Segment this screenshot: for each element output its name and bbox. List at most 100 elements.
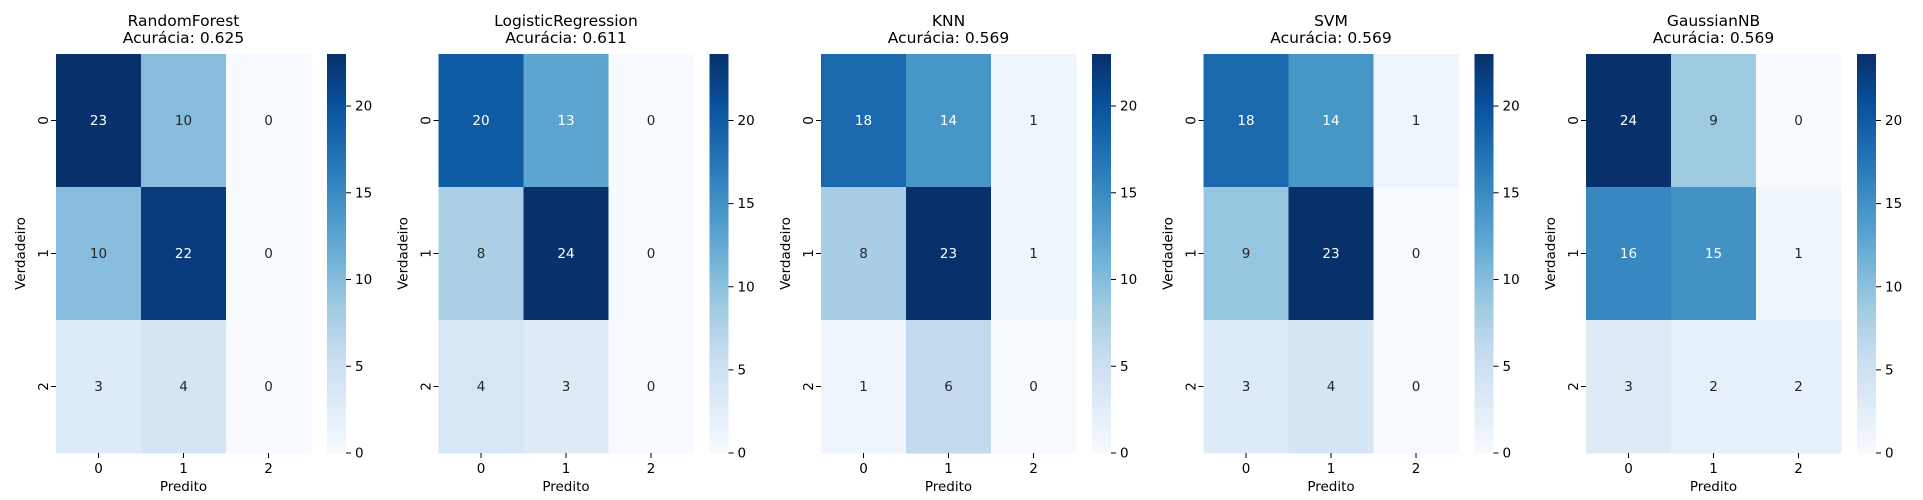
colorbar-segment [1857, 326, 1876, 331]
colorbar-tick-label: 0 [1120, 446, 1129, 462]
heatmap-cell-r2-c2 [1756, 320, 1842, 454]
colorbar-segment [1474, 120, 1494, 125]
colorbar-segment [709, 143, 729, 148]
colorbar-segment [1092, 303, 1111, 308]
colorbar-segment [709, 399, 729, 404]
cell-value-r2-c2: 0 [264, 379, 273, 395]
colorbar-segment [709, 363, 729, 368]
colorbar-segment [327, 120, 346, 125]
colorbar-tick-label: 15 [1503, 185, 1520, 201]
heatmap-cell-r2-c1 [523, 320, 609, 454]
cell-value-r1-c0: 16 [1620, 246, 1637, 262]
heatmap-cell-r1-c2 [226, 187, 312, 321]
colorbar-segment [327, 140, 346, 145]
colorbar-segment [1474, 200, 1494, 205]
x-tick-label: 1 [1709, 461, 1718, 477]
colorbar-segment [1474, 183, 1494, 188]
colorbar-tick-label: 15 [355, 185, 372, 201]
colorbar-segment [1092, 423, 1111, 427]
colorbar-segment [1092, 113, 1111, 118]
heatmap-cell-r1-c1 [906, 187, 992, 321]
colorbar-segment [709, 393, 729, 398]
colorbar-segment [327, 177, 346, 181]
x-tick-label: 2 [1412, 461, 1421, 477]
colorbar-segment [327, 147, 346, 152]
colorbar-segment [709, 426, 729, 431]
colorbar-segment [1474, 163, 1494, 168]
colorbar-segment [1092, 100, 1111, 105]
colorbar-segment [327, 226, 346, 231]
x-axis-label: Predito [542, 479, 589, 495]
colorbar-segment [327, 389, 346, 394]
colorbar-segment [1092, 216, 1111, 221]
x-tick-label: 2 [1029, 461, 1038, 477]
colorbar-segment [1474, 266, 1494, 271]
colorbar-segment [1092, 223, 1111, 228]
colorbar-segment [1474, 290, 1494, 294]
colorbar-segment [1092, 310, 1111, 314]
colorbar-segment [1474, 373, 1494, 378]
colorbar-segment [1092, 363, 1111, 368]
colorbar-segment [1092, 133, 1111, 138]
colorbar-segment [1857, 339, 1876, 344]
colorbar-segment [1857, 349, 1876, 354]
colorbar-segment [1474, 310, 1494, 314]
colorbar-segment [709, 276, 729, 281]
colorbar-segment [1474, 379, 1494, 384]
colorbar-segment [327, 270, 346, 275]
colorbar-segment [709, 220, 729, 225]
colorbar-segment [327, 117, 346, 122]
colorbar-segment [1092, 230, 1111, 235]
colorbar-segment [709, 429, 729, 434]
colorbar-segment [1474, 103, 1494, 108]
x-tick-label: 1 [944, 461, 953, 477]
colorbar-segment [709, 443, 729, 447]
y-tick-label: 0 [419, 116, 435, 125]
heatmap-cell-r0-c2 [1373, 54, 1459, 188]
colorbar-segment [1474, 113, 1494, 118]
colorbar-segment [1474, 73, 1494, 78]
colorbar-segment [1474, 300, 1494, 304]
colorbar-segment [327, 133, 346, 138]
colorbar-segment [327, 163, 346, 168]
colorbar-segment [1092, 300, 1111, 304]
colorbar-segment [1857, 399, 1876, 404]
colorbar-segment [327, 127, 346, 132]
colorbar-segment [1857, 286, 1876, 291]
colorbar-segment [1857, 80, 1876, 85]
x-tick-label: 0 [1242, 461, 1251, 477]
colorbar-segment [1092, 177, 1111, 181]
cell-value-r2-c0: 3 [94, 379, 103, 395]
colorbar-segment [709, 250, 729, 255]
colorbar-segment [1092, 316, 1111, 321]
colorbar-segment [1474, 439, 1494, 444]
colorbar-segment [709, 313, 729, 318]
colorbar-segment [1092, 143, 1111, 148]
cell-value-r0-c0: 20 [472, 113, 489, 129]
colorbar-segment [327, 323, 346, 328]
colorbar-segment [1857, 160, 1876, 165]
colorbar-segment [1474, 54, 1494, 58]
colorbar-segment [1857, 359, 1876, 364]
colorbar-segment [1857, 67, 1876, 72]
colorbar-segment [1474, 216, 1494, 221]
heatmap-cell-r1-c2 [608, 187, 694, 321]
y-axis-label: Verdadeiro [396, 217, 412, 290]
heatmap-cell-r2-c0 [56, 320, 142, 454]
colorbar-segment [1092, 443, 1111, 447]
colorbar-segment [327, 153, 346, 158]
colorbar-segment [1474, 83, 1494, 88]
colorbar-segment [327, 339, 346, 344]
colorbar-segment [327, 200, 346, 205]
colorbar-segment [1474, 67, 1494, 72]
colorbar-segment [1857, 240, 1876, 245]
colorbar-segment [1474, 353, 1494, 358]
colorbar-segment [1474, 250, 1494, 255]
colorbar-segment [1474, 313, 1494, 318]
colorbar-segment [1092, 180, 1111, 185]
colorbar-segment [1857, 187, 1876, 191]
colorbar-segment [709, 90, 729, 95]
y-tick-label: 1 [801, 249, 817, 258]
cell-value-r1-c0: 8 [477, 246, 486, 262]
